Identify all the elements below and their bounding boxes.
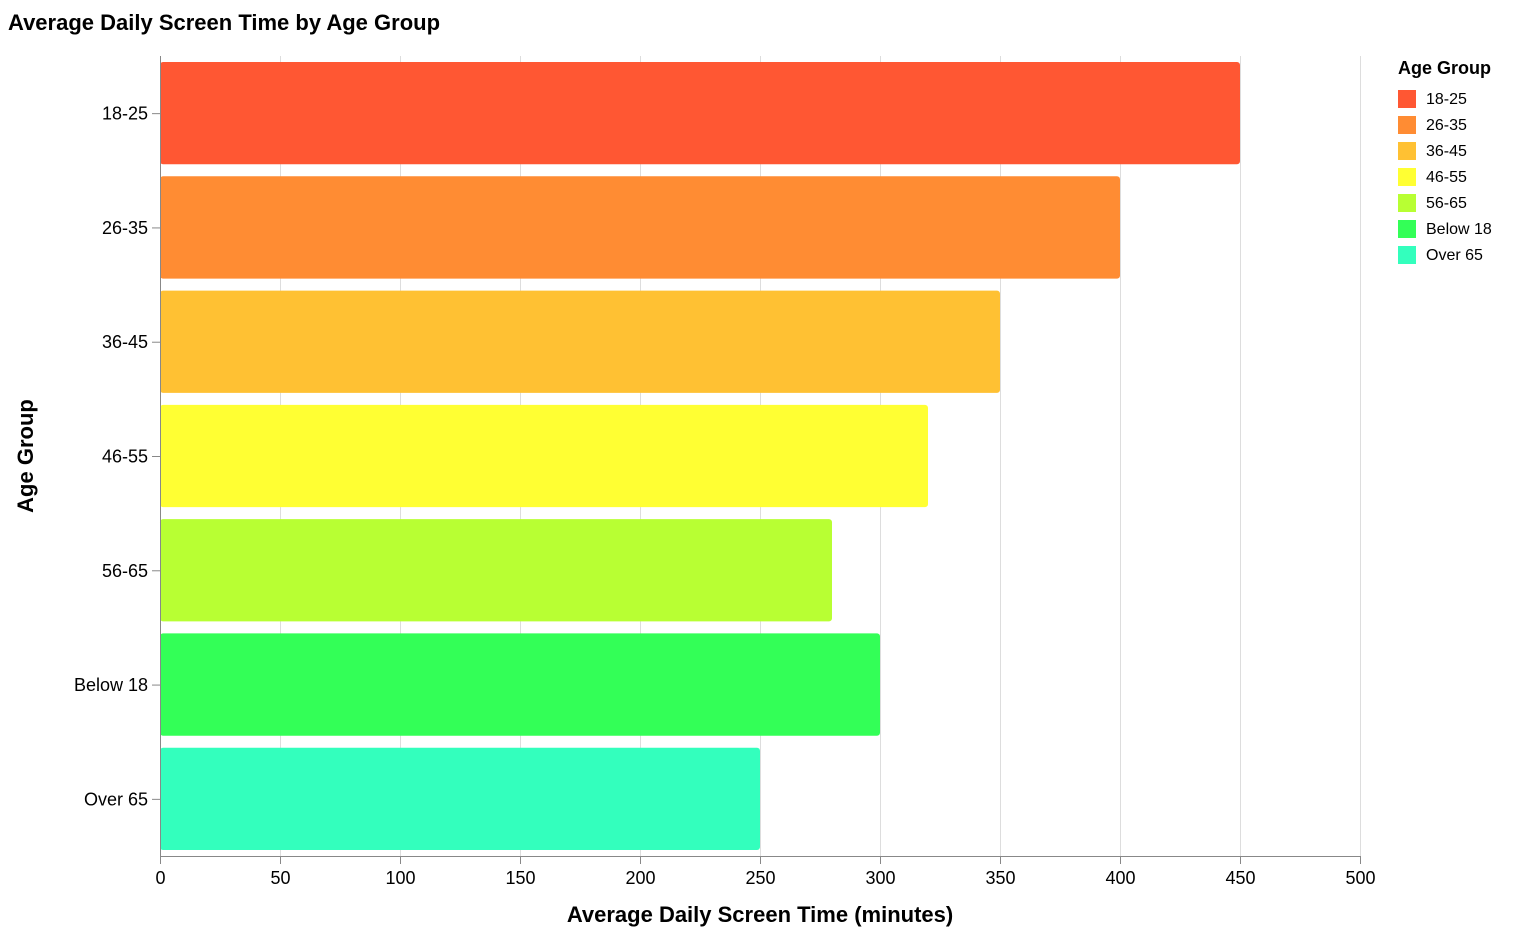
axes: 0 50 100 150 200 250 300 350 400 450 500 18-25 26-35…: [74, 56, 1376, 888]
legend-label-5: Below 18: [1426, 221, 1492, 238]
legend-swatch-3: [1398, 168, 1416, 186]
x-tick-label-7: 350: [985, 868, 1015, 888]
x-axis-title: Average Daily Screen Time (minutes): [567, 902, 953, 927]
legend-swatch-4: [1398, 194, 1416, 212]
x-tick-label-8: 400: [1105, 868, 1135, 888]
y-tick-label-1: 26-35: [102, 218, 148, 238]
legend-swatch-5: [1398, 220, 1416, 238]
bar-over-65: [160, 747, 760, 850]
legend-swatch-6: [1398, 246, 1416, 264]
chart-title: Average Daily Screen Time by Age Group: [8, 10, 440, 35]
legend-label-0: 18-25: [1426, 91, 1467, 108]
x-tick-label-9: 450: [1225, 868, 1255, 888]
legend: Age Group 18-25 26-35 36-45 46-55 56-65 Below…: [1398, 58, 1492, 264]
legend-swatch-0: [1398, 90, 1416, 108]
y-tick-label-4: 56-65: [102, 561, 148, 581]
x-tick-label-10: 500: [1345, 868, 1375, 888]
x-tick-label-3: 150: [505, 868, 535, 888]
legend-label-3: 46-55: [1426, 169, 1467, 186]
y-tick-label-5: Below 18: [74, 675, 148, 695]
x-tick-label-1: 50: [270, 868, 290, 888]
bar-26-35: [160, 176, 1120, 279]
y-tick-label-2: 36-45: [102, 332, 148, 352]
legend-label-1: 26-35: [1426, 117, 1467, 134]
bar-18-25: [160, 62, 1240, 165]
x-tick-label-2: 100: [385, 868, 415, 888]
bar-56-65: [160, 519, 832, 622]
bars: [160, 62, 1240, 850]
legend-swatch-1: [1398, 116, 1416, 134]
x-tick-label-4: 200: [625, 868, 655, 888]
bar-46-55: [160, 404, 928, 508]
bar-36-45: [160, 290, 1000, 393]
bar-below-18: [160, 633, 880, 736]
x-tick-label-0: 0: [155, 868, 165, 888]
y-tick-label-6: Over 65: [84, 789, 148, 809]
x-tick-label-6: 300: [865, 868, 895, 888]
legend-label-2: 36-45: [1426, 143, 1467, 160]
y-tick-label-0: 18-25: [102, 104, 148, 124]
x-tick-label-5: 250: [745, 868, 775, 888]
y-axis-title: Age Group: [13, 399, 38, 513]
legend-title: Age Group: [1398, 58, 1491, 78]
legend-swatch-2: [1398, 142, 1416, 160]
legend-label-6: Over 65: [1426, 247, 1483, 264]
legend-label-4: 56-65: [1426, 195, 1467, 212]
y-tick-label-3: 46-55: [102, 447, 148, 467]
